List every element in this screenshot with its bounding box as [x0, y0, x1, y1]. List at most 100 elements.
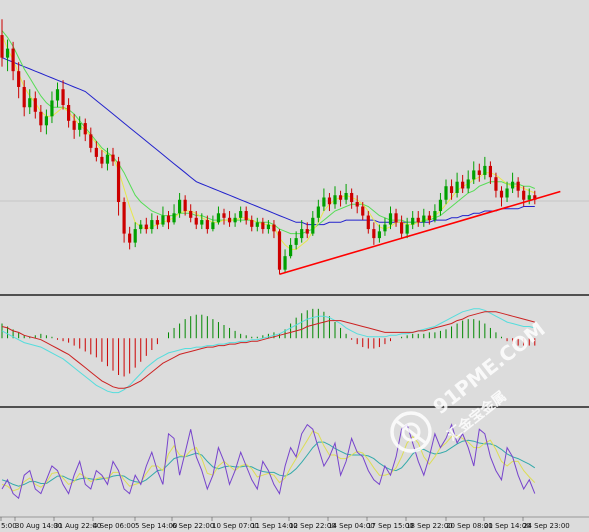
candle: [94, 141, 98, 162]
candle: [416, 211, 420, 227]
candle: [494, 172, 498, 198]
candle-body: [222, 213, 226, 218]
candle: [533, 190, 537, 205]
watermark: 91PME.COM 汇金宝金属: [390, 317, 550, 453]
candle-body: [522, 190, 526, 200]
candle-body: [433, 211, 437, 221]
candle: [211, 215, 215, 232]
candle-body: [494, 177, 498, 191]
candle-body: [28, 98, 32, 108]
candle: [361, 202, 365, 221]
candle: [322, 188, 326, 212]
candle: [150, 213, 154, 234]
candle-body: [17, 71, 21, 87]
candle: [277, 229, 282, 275]
candle: [516, 177, 520, 198]
candle: [227, 211, 232, 227]
91pme-logo-icon: [390, 411, 432, 453]
candle-body: [39, 111, 43, 126]
candle: [488, 161, 492, 184]
candle: [522, 186, 526, 207]
candle: [316, 199, 320, 223]
candle: [261, 217, 265, 234]
candle-body: [200, 220, 204, 225]
candle-body: [338, 195, 343, 200]
candle-body: [94, 147, 98, 157]
candle: [50, 91, 54, 124]
candle: [128, 226, 132, 250]
candle: [466, 170, 470, 193]
candle: [205, 215, 209, 234]
candle-body: [155, 220, 159, 225]
time-axis-label: 6 Sep 22:00: [172, 522, 214, 530]
trendline[interactable]: [279, 190, 561, 275]
time-axis-label: 18 Sep 22:00: [406, 522, 453, 530]
candle-body: [289, 244, 293, 257]
candle: [333, 186, 337, 209]
candle: [394, 208, 398, 227]
candle-body: [22, 86, 26, 108]
candle: [155, 215, 159, 230]
candle: [28, 89, 32, 115]
candle-body: [122, 202, 126, 234]
candle-body: [5, 48, 10, 58]
candle: [344, 183, 348, 205]
candle-body: [0, 35, 4, 58]
time-axis-label: 4 Sep 06:00: [93, 522, 135, 530]
candle-body: [422, 215, 426, 223]
time-axis-label: 31 Aug 22:00: [54, 522, 101, 530]
candle: [105, 147, 110, 171]
candle-body: [67, 105, 71, 121]
candle: [122, 197, 126, 243]
candle: [444, 179, 448, 205]
candle: [17, 62, 21, 99]
candle: [472, 161, 476, 184]
candle-body: [366, 215, 370, 230]
candle-body: [283, 256, 287, 270]
candle: [377, 224, 381, 243]
time-axis-label: 24 Sep 23:00: [523, 522, 570, 530]
time-axis-label: 5 Sep 14:00: [135, 522, 177, 530]
candle-body: [44, 116, 48, 126]
candle-body: [189, 211, 193, 218]
candle-body: [477, 170, 481, 175]
candle-body: [116, 161, 121, 203]
candle: [300, 220, 304, 243]
candle: [200, 213, 204, 230]
candle-body: [527, 195, 531, 200]
candle-body: [411, 217, 415, 225]
candle-body: [333, 195, 337, 205]
time-axis-label: 10 Sep 07:00: [212, 522, 259, 530]
candle-body: [89, 134, 93, 148]
candle: [372, 222, 376, 245]
candle: [411, 211, 415, 230]
candle-body: [372, 229, 376, 239]
candle: [405, 217, 409, 239]
candle-body: [533, 195, 537, 200]
candle-body: [139, 224, 143, 230]
candle-body: [55, 89, 60, 101]
candle: [222, 208, 226, 225]
candle: [305, 222, 309, 239]
candle-body: [272, 224, 276, 232]
candle: [72, 114, 76, 139]
candle-body: [78, 123, 82, 130]
candle-body: [261, 222, 265, 230]
time-axis-label: 5:00: [1, 522, 17, 530]
candle: [11, 41, 15, 81]
candle-body: [511, 181, 515, 189]
candle: [216, 206, 221, 225]
price-chart: [0, 19, 561, 275]
candle-body: [388, 213, 393, 225]
time-axis-label: 30 Aug 14:00: [15, 522, 62, 530]
macd-panel: [1, 308, 536, 394]
candle: [39, 105, 43, 133]
candle: [139, 220, 143, 234]
candle-body: [311, 217, 315, 234]
candle-body: [205, 220, 209, 230]
candle: [427, 211, 431, 225]
candle-body: [488, 165, 492, 178]
candle: [255, 217, 259, 232]
candle-body: [172, 213, 176, 223]
